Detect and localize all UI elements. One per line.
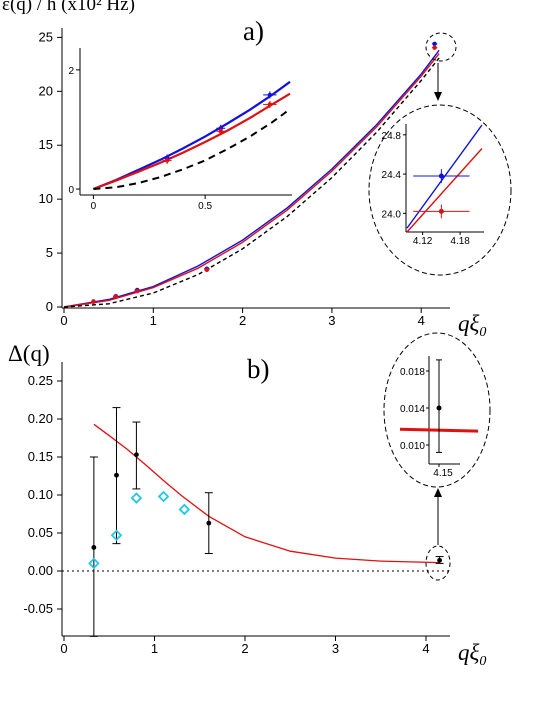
panel-label-b: b) (247, 354, 270, 384)
xlabel-b-sub: 0 (479, 654, 486, 669)
a-point-9 (432, 45, 437, 50)
inset-left-ytick-label-0: 0 (68, 185, 74, 196)
a-point-8 (204, 267, 210, 272)
zoom-inset-b-border (383, 332, 491, 488)
inset-zoom-b-point (436, 405, 442, 411)
inset-zoom-a-ytick-label-0: 24.0 (382, 209, 402, 220)
panel-b: Δ(q) b) 0 1 2 3 4 0.25 0.20 0.15 0.10 0.05 0.00 -0.… (8, 332, 491, 669)
inset-zoom-a-curve-1 (406, 148, 483, 233)
inset-zoom-a-point-0 (438, 173, 444, 179)
inset-left-xtick-label-1: 0.5 (198, 201, 212, 212)
ylabel-b: Δ(q) (8, 341, 50, 366)
a-point-7 (135, 288, 140, 294)
zoom-marker-b (425, 545, 451, 581)
inset-left-point-2 (267, 92, 273, 98)
a-ytick-label-2: 10 (39, 191, 53, 206)
inset-zoom-b-ytick-label-2: 0.010 (400, 441, 425, 452)
inset-left-bg (78, 46, 294, 198)
points-b (88, 407, 444, 637)
b-ytick-label-1: 0.20 (28, 411, 53, 426)
a-curve-0 (63, 49, 440, 308)
b-point-1 (114, 472, 119, 478)
inset-left-ytick-label-1: 2 (68, 66, 74, 77)
xlabel-b: qξ0 (458, 640, 486, 669)
a-ytick-label-5: 25 (39, 29, 53, 44)
curves-b (93, 423, 440, 564)
a-ytick-label-4: 20 (39, 83, 53, 98)
b-xtick-label-0: 0 (60, 641, 67, 656)
points-a (91, 41, 438, 305)
xlabel-b-xi: ξ (470, 640, 480, 665)
a-xtick-label-4: 4 (418, 313, 425, 328)
inset-zoom-b-ytick-label-0: 0.018 (400, 367, 425, 378)
b-point-0 (91, 545, 97, 550)
inset-left-point-4 (218, 129, 223, 134)
b-ytick-label-4: 0.05 (28, 525, 53, 540)
ylabel-a: ε(q) / h (x10² Hz) (2, 0, 135, 15)
b-ytick-label-5: 0.00 (28, 563, 53, 578)
a-xtick-label-3: 3 (328, 313, 335, 328)
zoom-marker-a (425, 32, 457, 62)
a-ytick-label-1: 5 (46, 245, 53, 260)
a-point-4 (432, 41, 437, 47)
b-cyan-point-0 (88, 557, 100, 570)
xlabel-a-q: q (458, 311, 470, 336)
b-fit-curve (93, 423, 440, 564)
a-xtick-label-1: 1 (150, 313, 157, 328)
xlabel-b-q: q (458, 640, 470, 665)
b-point-4 (437, 557, 442, 563)
a-curve-1 (63, 53, 440, 308)
inset-zoom-a-point-1 (438, 208, 444, 214)
b-xtick-label-3: 3 (332, 641, 339, 656)
inset-left-a: 0 0.5 0 2 (68, 46, 294, 212)
inset-zoom-a-xtick-label-1: 4.18 (450, 236, 470, 247)
b-point-3 (206, 520, 212, 526)
zoom-arrowhead-a (434, 92, 442, 101)
b-point-2 (134, 452, 139, 458)
b-ytick-label-6: -0.05 (23, 601, 53, 616)
b-xtick-label-2: 2 (241, 641, 248, 656)
inset-left-point-5 (267, 102, 273, 107)
inset-zoom-a-ytick-label-1: 24.4 (382, 170, 402, 181)
a-point-6 (113, 294, 118, 299)
xlabel-a: qξ0 (458, 311, 486, 340)
zoom-arrowhead-b (434, 488, 442, 497)
a-ytick-label-3: 15 (39, 137, 53, 152)
a-ytick-label-0: 0 (46, 299, 53, 314)
b-xtick-label-4: 4 (422, 641, 429, 656)
b-cyan-point-2 (130, 492, 143, 504)
b-cyan-point-1 (110, 529, 123, 542)
zoom-inset-b: 4.15 0.018 0.014 0.010 (399, 356, 479, 479)
panel-label-a: a) (243, 16, 264, 46)
axes-b: 0 1 2 3 4 0.25 0.20 0.15 0.10 0.05 0.00 -0.05 (23, 362, 450, 656)
a-xtick-label-0: 0 (60, 313, 67, 328)
a-curve-2 (63, 57, 440, 308)
inset-left-xtick-label-0: 0 (91, 201, 97, 212)
inset-zoom-a-ytick-label-2: 24.8 (382, 131, 402, 142)
inset-zoom-b-xtick-label-0: 4.15 (433, 468, 453, 479)
b-cyan-point-3 (157, 490, 170, 503)
inset-left-curve-0 (92, 80, 291, 191)
a-xtick-label-2: 2 (239, 313, 246, 328)
b-xtick-label-1: 1 (151, 641, 158, 656)
inset-zoom-a-xtick-label-0: 4.12 (413, 236, 433, 247)
a-point-5 (91, 299, 96, 305)
xlabel-a-sub: 0 (479, 325, 486, 340)
b-ytick-label-2: 0.15 (28, 449, 53, 464)
b-ytick-label-3: 0.10 (28, 487, 53, 502)
inset-zoom-b-ytick-label-1: 0.014 (400, 404, 425, 415)
xlabel-a-xi: ξ (470, 311, 480, 336)
curves-a (63, 49, 440, 308)
inset-left-point-3 (164, 158, 170, 163)
b-cyan-point-4 (178, 503, 191, 516)
b-ytick-label-0: 0.25 (28, 373, 53, 388)
zoom-inset-a: 4.12 4.18 24.0 24.4 24.8 (382, 124, 484, 247)
inset-left-curve-1 (93, 92, 291, 191)
